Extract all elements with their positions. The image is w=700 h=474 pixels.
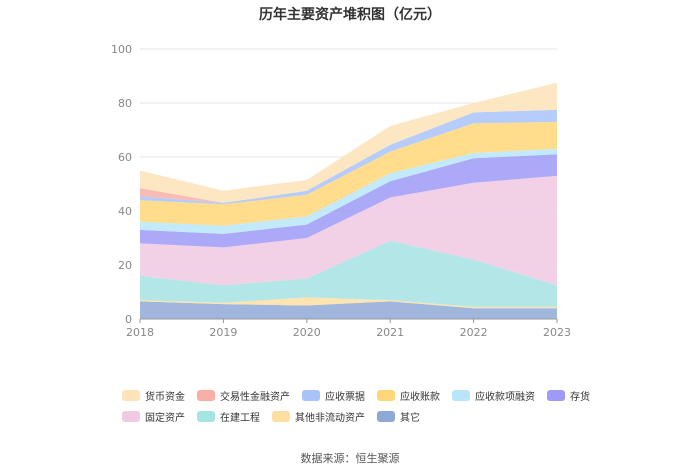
- legend-swatch: [197, 410, 215, 422]
- area-series: [140, 82, 557, 203]
- area-series: [140, 297, 557, 309]
- legend-label: 货币资金: [145, 391, 185, 403]
- y-tick-label: 20: [118, 259, 132, 272]
- legend-swatch: [377, 410, 395, 422]
- y-tick-label: 0: [125, 313, 132, 326]
- x-tick-label: 2019: [209, 326, 237, 339]
- y-tick-label: 40: [118, 205, 132, 218]
- legend-item[interactable]: 应收票据: [302, 388, 365, 403]
- area-series: [140, 154, 557, 248]
- area-series: [140, 175, 557, 286]
- legend-label: 应收票据: [325, 391, 365, 403]
- legend-label: 其他非流动资产: [295, 412, 365, 424]
- legend-swatch: [272, 410, 290, 422]
- area-series: [140, 121, 557, 226]
- x-tick-label: 2021: [376, 326, 404, 339]
- legend-label: 交易性金融资产: [220, 391, 290, 403]
- legend-label: 其它: [400, 412, 420, 424]
- legend-label: 固定资产: [145, 412, 185, 424]
- legend-item[interactable]: 应收账款: [377, 388, 440, 403]
- legend-item[interactable]: 在建工程: [197, 409, 260, 424]
- legend-label: 存货: [570, 391, 590, 403]
- legend: 货币资金 交易性金融资产 应收票据 应收账款 应收款项融资 存货固定资产 在建工程 其他非流动…: [122, 388, 602, 424]
- legend-item[interactable]: 固定资产: [122, 409, 185, 424]
- y-tick-label: 60: [118, 151, 132, 164]
- legend-swatch: [122, 389, 140, 401]
- area-series: [140, 301, 557, 319]
- area-series: [140, 148, 557, 234]
- legend-swatch: [547, 389, 565, 401]
- data-source-note: 数据来源：恒生聚源: [300, 452, 400, 465]
- legend-item[interactable]: 存货: [547, 388, 590, 403]
- legend-swatch: [452, 389, 470, 401]
- legend-item[interactable]: 交易性金融资产: [197, 388, 290, 403]
- legend-label: 应收账款: [400, 391, 440, 403]
- legend-item[interactable]: 其他非流动资产: [272, 409, 365, 424]
- legend-label: 应收款项融资: [475, 391, 535, 403]
- y-tick-label: 80: [118, 97, 132, 110]
- area-series: [140, 240, 557, 307]
- legend-label: 在建工程: [220, 412, 260, 424]
- legend-swatch: [377, 389, 395, 401]
- legend-item[interactable]: 其它: [377, 409, 420, 424]
- legend-swatch: [302, 389, 320, 401]
- x-tick-label: 2018: [126, 326, 154, 339]
- legend-swatch: [197, 389, 215, 401]
- area-series: [140, 109, 557, 205]
- x-tick-label: 2022: [460, 326, 488, 339]
- y-tick-label: 100: [111, 43, 132, 56]
- legend-item[interactable]: 货币资金: [122, 388, 185, 403]
- x-tick-label: 2020: [293, 326, 321, 339]
- chart-title: 历年主要资产堆积图（亿元）: [259, 7, 441, 23]
- legend-swatch: [122, 410, 140, 422]
- legend-item[interactable]: 应收款项融资: [452, 388, 535, 403]
- x-tick-label: 2023: [543, 326, 571, 339]
